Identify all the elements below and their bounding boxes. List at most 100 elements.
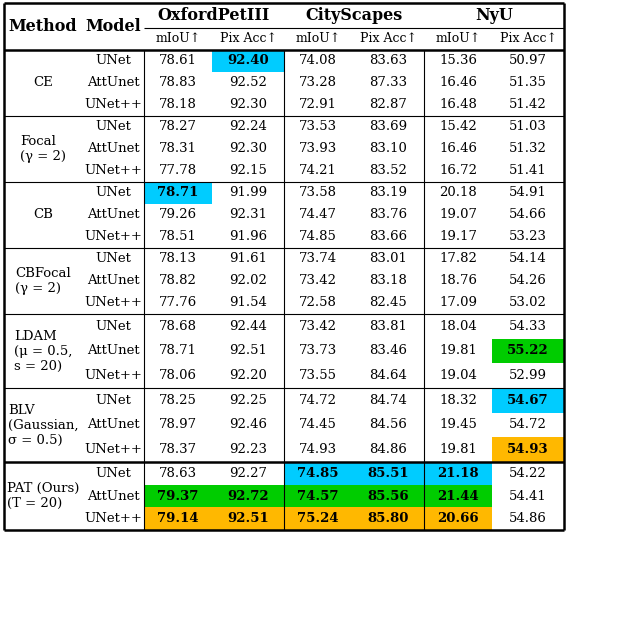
Text: 83.19: 83.19 <box>369 187 407 200</box>
Text: Focal
(γ = 2): Focal (γ = 2) <box>20 135 66 163</box>
Text: 92.72: 92.72 <box>227 490 269 503</box>
Text: AttUnet: AttUnet <box>86 344 140 357</box>
Text: Pix Acc↑: Pix Acc↑ <box>499 33 557 46</box>
Text: LDAM
(μ = 0.5,
s = 20): LDAM (μ = 0.5, s = 20) <box>14 329 72 372</box>
Text: 78.63: 78.63 <box>159 467 197 480</box>
Text: mIoU↑: mIoU↑ <box>156 33 200 46</box>
Text: 78.37: 78.37 <box>159 443 197 456</box>
Text: mIoU↑: mIoU↑ <box>296 33 340 46</box>
Text: UNet++: UNet++ <box>84 443 142 456</box>
Text: 92.24: 92.24 <box>229 120 267 133</box>
Text: 54.93: 54.93 <box>507 443 549 456</box>
Text: 21.44: 21.44 <box>437 490 479 503</box>
Text: 78.71: 78.71 <box>159 344 197 357</box>
Text: 73.42: 73.42 <box>299 320 337 333</box>
Text: UNet: UNet <box>95 54 131 68</box>
Text: 51.35: 51.35 <box>509 76 547 90</box>
Bar <box>212 507 284 530</box>
Text: 16.72: 16.72 <box>439 165 477 178</box>
Text: AttUnet: AttUnet <box>86 143 140 155</box>
Text: 83.01: 83.01 <box>369 252 407 265</box>
Text: 83.46: 83.46 <box>369 344 407 357</box>
Text: AttUnet: AttUnet <box>86 76 140 90</box>
Text: 73.53: 73.53 <box>299 120 337 133</box>
Text: 54.26: 54.26 <box>509 274 547 287</box>
Text: 87.33: 87.33 <box>369 76 407 90</box>
Text: 83.52: 83.52 <box>369 165 407 178</box>
Text: 53.02: 53.02 <box>509 297 547 309</box>
Bar <box>212 50 284 72</box>
Text: 54.72: 54.72 <box>509 419 547 431</box>
Text: 85.56: 85.56 <box>367 490 409 503</box>
Text: 74.85: 74.85 <box>299 230 337 244</box>
Text: 91.96: 91.96 <box>229 230 267 244</box>
Text: 16.46: 16.46 <box>439 143 477 155</box>
Text: 74.85: 74.85 <box>297 467 339 480</box>
Text: 83.69: 83.69 <box>369 120 407 133</box>
Bar <box>352 485 424 507</box>
Text: 92.51: 92.51 <box>227 512 269 525</box>
Text: 72.91: 72.91 <box>299 98 337 111</box>
Text: 92.52: 92.52 <box>229 76 267 90</box>
Text: 52.99: 52.99 <box>509 369 547 382</box>
Text: 84.74: 84.74 <box>369 394 407 407</box>
Text: 92.40: 92.40 <box>227 54 269 68</box>
Text: 78.97: 78.97 <box>159 419 197 431</box>
Text: 20.66: 20.66 <box>437 512 479 525</box>
Text: CBFocal
(γ = 2): CBFocal (γ = 2) <box>15 267 71 295</box>
Text: 54.41: 54.41 <box>509 490 547 503</box>
Text: 78.61: 78.61 <box>159 54 197 68</box>
Bar <box>492 388 564 413</box>
Text: 54.67: 54.67 <box>507 394 549 407</box>
Text: 73.42: 73.42 <box>299 274 337 287</box>
Text: PAT (Ours)
(T = 20): PAT (Ours) (T = 20) <box>7 482 79 510</box>
Text: OxfordPetIII: OxfordPetIII <box>158 7 270 24</box>
Bar <box>352 462 424 485</box>
Text: 78.51: 78.51 <box>159 230 197 244</box>
Bar <box>144 507 212 530</box>
Text: UNet: UNet <box>95 467 131 480</box>
Text: 54.86: 54.86 <box>509 512 547 525</box>
Text: 73.93: 73.93 <box>299 143 337 155</box>
Bar <box>424 485 492 507</box>
Text: UNet: UNet <box>95 252 131 265</box>
Text: 74.45: 74.45 <box>299 419 337 431</box>
Text: 79.37: 79.37 <box>157 490 198 503</box>
Text: 79.14: 79.14 <box>157 512 199 525</box>
Bar <box>492 438 564 462</box>
Text: BLV
(Gaussian,
σ = 0.5): BLV (Gaussian, σ = 0.5) <box>8 404 78 446</box>
Text: 92.30: 92.30 <box>229 98 267 111</box>
Text: 83.81: 83.81 <box>369 320 407 333</box>
Text: 51.42: 51.42 <box>509 98 547 111</box>
Text: UNet: UNet <box>95 120 131 133</box>
Text: 50.97: 50.97 <box>509 54 547 68</box>
Text: 78.31: 78.31 <box>159 143 197 155</box>
Text: 79.26: 79.26 <box>159 208 197 222</box>
Text: 92.02: 92.02 <box>229 274 267 287</box>
Text: 85.51: 85.51 <box>367 467 409 480</box>
Text: 92.25: 92.25 <box>229 394 267 407</box>
Text: 85.80: 85.80 <box>367 512 409 525</box>
Text: 92.46: 92.46 <box>229 419 267 431</box>
Text: 84.56: 84.56 <box>369 419 407 431</box>
Text: 72.58: 72.58 <box>299 297 337 309</box>
Text: Model: Model <box>85 18 141 35</box>
Text: 92.15: 92.15 <box>229 165 267 178</box>
Text: 78.25: 78.25 <box>159 394 197 407</box>
Text: 83.18: 83.18 <box>369 274 407 287</box>
Text: Method: Method <box>9 18 77 35</box>
Text: 53.23: 53.23 <box>509 230 547 244</box>
Text: 18.76: 18.76 <box>439 274 477 287</box>
Text: 16.48: 16.48 <box>439 98 477 111</box>
Bar <box>352 507 424 530</box>
Text: UNet: UNet <box>95 320 131 333</box>
Bar <box>284 462 352 485</box>
Text: CB: CB <box>33 208 53 222</box>
Text: 51.41: 51.41 <box>509 165 547 178</box>
Text: 19.45: 19.45 <box>439 419 477 431</box>
Bar <box>284 485 352 507</box>
Bar <box>212 485 284 507</box>
Text: 92.23: 92.23 <box>229 443 267 456</box>
Bar <box>424 507 492 530</box>
Text: AttUnet: AttUnet <box>86 419 140 431</box>
